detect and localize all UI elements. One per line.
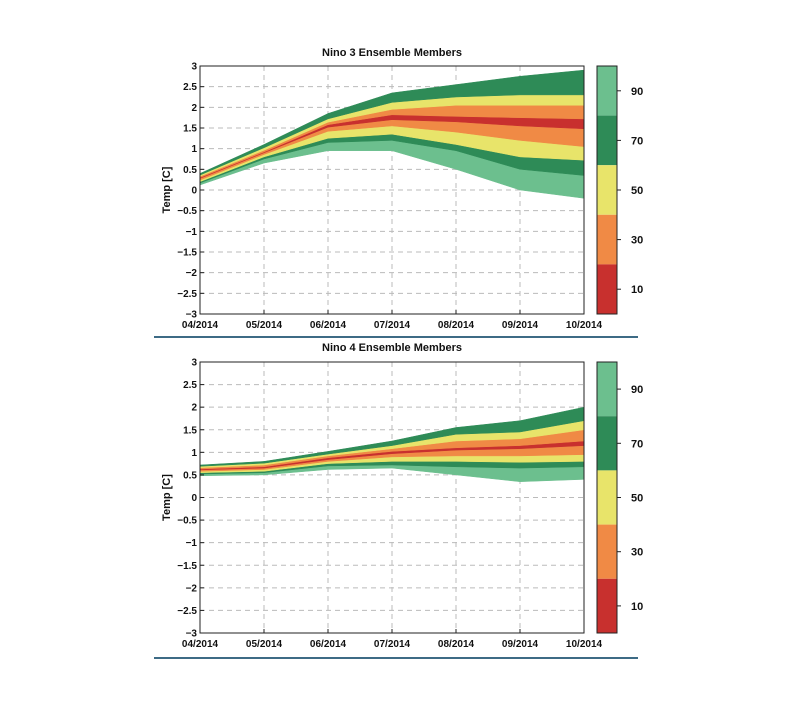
y-tick-label: −0.5: [177, 516, 197, 527]
colorbar-label: 70: [631, 438, 643, 450]
y-tick-label: 3: [191, 358, 197, 369]
colorbar-segment: [597, 362, 617, 417]
x-tick-label: 06/2014: [310, 320, 347, 331]
y-tick-label: 2: [191, 403, 197, 414]
x-tick-label: 10/2014: [566, 320, 603, 331]
y-axis-label: Temp [C]: [161, 166, 173, 213]
colorbar-label: 90: [631, 86, 643, 98]
colorbar-segment: [597, 524, 617, 579]
y-tick-label: −1: [186, 227, 198, 238]
colorbar-segment: [597, 264, 617, 314]
x-tick-label: 08/2014: [438, 320, 475, 331]
colorbar-label: 50: [631, 185, 643, 197]
colorbar-frame: [596, 65, 618, 315]
colorbar-label: 70: [631, 135, 643, 147]
chart-title: Nino 4 Ensemble Members: [322, 342, 462, 354]
colorbar-label: 30: [631, 235, 643, 247]
x-tick-label: 05/2014: [246, 320, 283, 331]
x-tick-label: 06/2014: [310, 639, 347, 650]
colorbar-segment: [597, 66, 617, 116]
x-tick-label: 10/2014: [566, 639, 603, 650]
y-tick-label: −1.5: [177, 248, 197, 259]
y-tick-label: 1: [191, 448, 197, 459]
colorbar-frame: [596, 361, 618, 634]
colorbar-segment: [597, 578, 617, 633]
y-tick-label: 1: [191, 144, 197, 155]
colorbar-segment: [597, 115, 617, 166]
colorbar-label: 50: [631, 493, 643, 505]
x-tick-label: 08/2014: [438, 639, 475, 650]
y-tick-label: 0.5: [183, 165, 197, 176]
y-axis-label: Temp [C]: [161, 474, 173, 521]
x-tick-label: 04/2014: [182, 639, 219, 650]
colorbar-segment: [597, 214, 617, 265]
x-tick-label: 05/2014: [246, 639, 283, 650]
y-tick-label: −3: [186, 310, 198, 321]
x-tick-label: 07/2014: [374, 639, 411, 650]
y-tick-label: 3: [191, 62, 197, 73]
colorbar-segment: [597, 416, 617, 471]
y-tick-label: 2.5: [183, 82, 197, 93]
y-tick-label: −2.5: [177, 289, 197, 300]
y-tick-label: 1.5: [183, 425, 197, 436]
y-tick-label: −2: [186, 583, 198, 594]
y-tick-label: −2: [186, 268, 198, 279]
colorbar-label: 30: [631, 547, 643, 559]
colorbar-label: 10: [631, 601, 643, 613]
x-tick-label: 09/2014: [502, 639, 539, 650]
colorbar-segment: [597, 165, 617, 215]
y-tick-label: −1.5: [177, 561, 197, 572]
y-tick-label: −0.5: [177, 206, 197, 217]
x-tick-label: 07/2014: [374, 320, 411, 331]
y-tick-label: 2: [191, 103, 197, 114]
y-tick-label: 1.5: [183, 124, 197, 135]
separator-line-bottom: [154, 657, 638, 659]
nino4-panel: Nino 4 Ensemble Members 3 2.5 2 1.5 1 0.5 0 −0.5…: [161, 342, 643, 650]
separator-line-top: [154, 336, 638, 338]
colorbar-label: 10: [631, 284, 643, 296]
chart-title: Nino 3 Ensemble Members: [322, 47, 462, 59]
y-tick-label: 0.5: [183, 470, 197, 481]
x-tick-label: 09/2014: [502, 320, 539, 331]
nino3-panel: Nino 3 Ensemble Members 3 2.5 2 1.5 1 0.5 0 −0.5…: [161, 47, 643, 331]
y-tick-label: 0: [191, 186, 197, 197]
colorbar-label: 90: [631, 384, 643, 396]
y-tick-label: −1: [186, 538, 198, 549]
colorbar-segment: [597, 470, 617, 525]
y-tick-label: 0: [191, 493, 197, 504]
y-tick-label: −2.5: [177, 606, 197, 617]
y-tick-label: 2.5: [183, 380, 197, 391]
x-tick-label: 04/2014: [182, 320, 219, 331]
y-tick-label: −3: [186, 629, 198, 640]
